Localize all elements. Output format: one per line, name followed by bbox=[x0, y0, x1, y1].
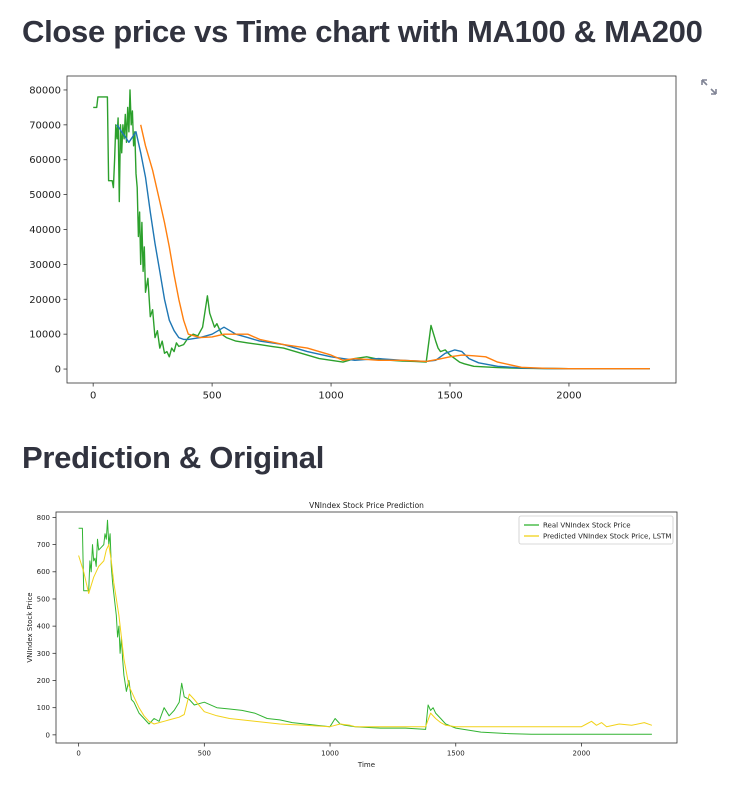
y-tick-label: 700 bbox=[37, 541, 50, 549]
y-tick-label: 200 bbox=[37, 677, 50, 685]
y-tick-label: 600 bbox=[37, 568, 50, 576]
series-line-predicted bbox=[78, 544, 653, 728]
y-tick-label: 20000 bbox=[29, 295, 61, 306]
x-tick-label: 1500 bbox=[447, 750, 465, 758]
section-title-prediction: Prediction & Original bbox=[22, 440, 325, 475]
series-line-ma200 bbox=[140, 124, 650, 370]
y-tick-label: 80000 bbox=[29, 85, 61, 96]
y-tick-label: 0 bbox=[46, 731, 50, 739]
x-tick-label: 1000 bbox=[321, 750, 339, 758]
prediction-chart: 0 500 1000 1500 2000 0 100 200 300 400 500 600 700 80… bbox=[26, 501, 678, 769]
y-tick-label: 60000 bbox=[29, 155, 61, 166]
y-tick-label: 0 bbox=[55, 365, 61, 376]
x-tick-label: 1000 bbox=[318, 391, 343, 402]
y-tick-label: 70000 bbox=[29, 120, 61, 131]
y-tick-label: 10000 bbox=[29, 330, 61, 341]
x-tick-label: 0 bbox=[90, 391, 96, 402]
fullscreen-button[interactable] bbox=[698, 76, 720, 98]
series-line-close bbox=[93, 89, 650, 370]
y-tick-label: 40000 bbox=[29, 225, 61, 236]
y-tick-label: 100 bbox=[37, 704, 50, 712]
legend-box bbox=[518, 515, 674, 545]
y-tick-label: 500 bbox=[37, 595, 50, 603]
x-tick-label: 1500 bbox=[437, 391, 462, 402]
x-tick-label: 500 bbox=[198, 750, 211, 758]
close-price-chart: 0 500 1000 1500 2000010000200003000040000500… bbox=[29, 75, 677, 402]
y-tick-label: 800 bbox=[37, 514, 50, 522]
y-tick-label: 30000 bbox=[29, 260, 61, 271]
y-axis-label: VNIndex Stock Price bbox=[26, 592, 34, 662]
legend-label-predicted: Predicted VNIndex Stock Price, LSTM bbox=[543, 533, 671, 541]
x-tick-label: 2000 bbox=[556, 391, 581, 402]
x-tick-label: 2000 bbox=[573, 750, 591, 758]
series-line-ma100 bbox=[116, 124, 650, 370]
chart-title: VNIndex Stock Price Prediction bbox=[309, 501, 424, 510]
y-tick-label: 50000 bbox=[29, 190, 61, 201]
y-tick-label: 300 bbox=[37, 650, 50, 658]
plot-frame bbox=[55, 511, 678, 744]
expand-arrows-icon bbox=[701, 79, 717, 95]
y-tick-label: 400 bbox=[37, 623, 50, 631]
x-axis-label: Time bbox=[357, 761, 375, 769]
x-tick-label: 0 bbox=[76, 750, 80, 758]
series-line-real bbox=[78, 519, 652, 735]
x-tick-label: 500 bbox=[203, 391, 222, 402]
legend-label-real: Real VNIndex Stock Price bbox=[543, 522, 631, 530]
section-title-ma-chart: Close price vs Time chart with MA100 & M… bbox=[22, 14, 703, 49]
